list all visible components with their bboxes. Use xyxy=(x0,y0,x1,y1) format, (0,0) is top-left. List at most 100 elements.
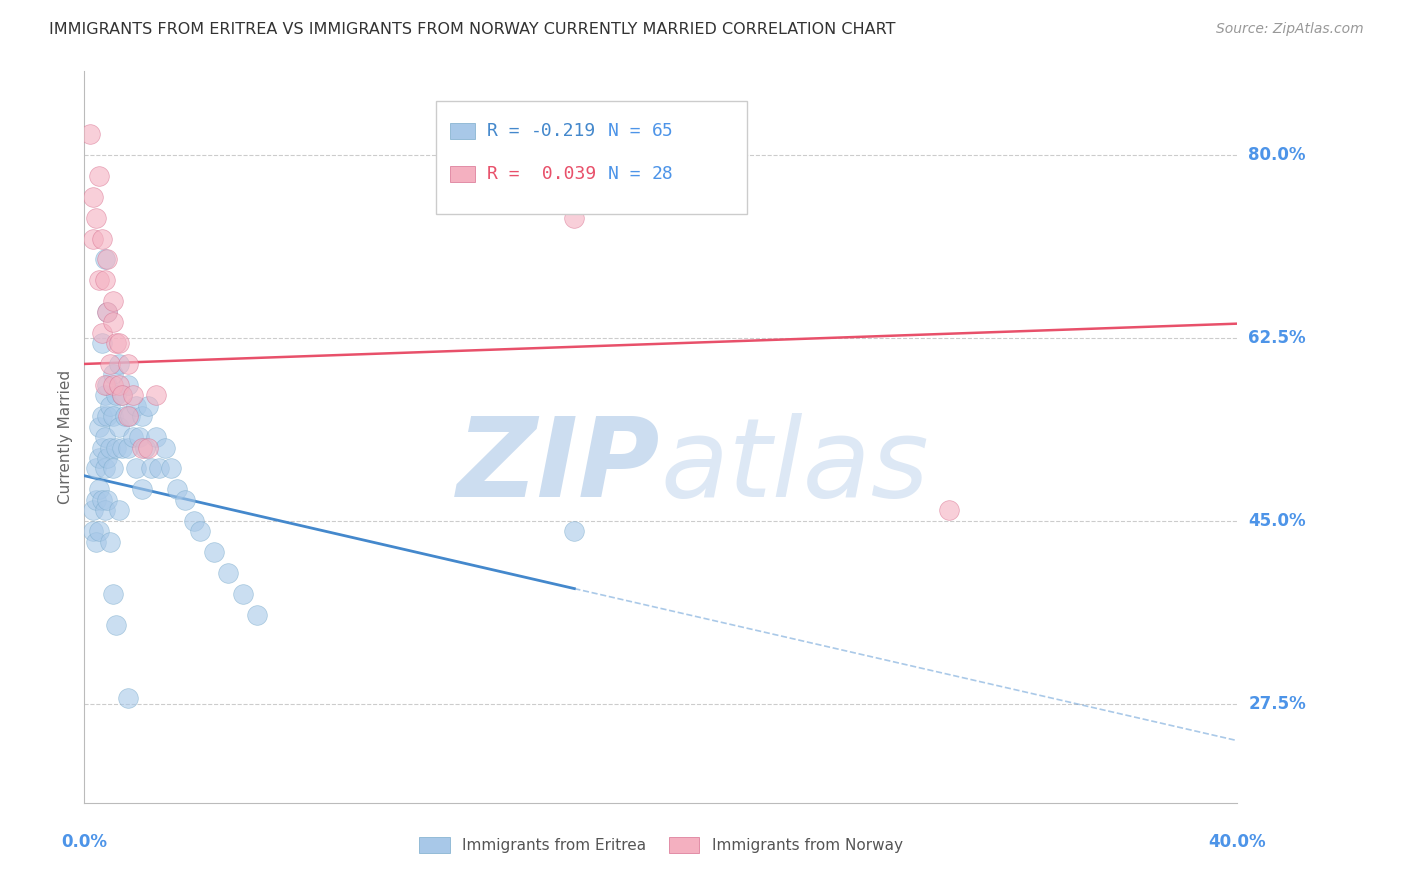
Text: IMMIGRANTS FROM ERITREA VS IMMIGRANTS FROM NORWAY CURRENTLY MARRIED CORRELATION : IMMIGRANTS FROM ERITREA VS IMMIGRANTS FR… xyxy=(49,22,896,37)
Point xyxy=(232,587,254,601)
Point xyxy=(131,483,153,497)
Point xyxy=(148,461,170,475)
Point xyxy=(98,357,121,371)
Point xyxy=(153,441,176,455)
Point xyxy=(93,461,115,475)
Point xyxy=(82,231,104,245)
Point xyxy=(117,441,139,455)
Text: 28: 28 xyxy=(651,165,673,183)
Point xyxy=(174,492,197,507)
Point xyxy=(93,252,115,267)
Point xyxy=(183,514,205,528)
Point xyxy=(90,326,112,340)
Point xyxy=(131,441,153,455)
Point xyxy=(93,377,115,392)
Point xyxy=(82,503,104,517)
Point xyxy=(105,441,128,455)
Point xyxy=(96,304,118,318)
Text: N =: N = xyxy=(607,122,651,140)
Point xyxy=(103,377,124,392)
Point xyxy=(84,211,107,225)
Point xyxy=(117,691,139,706)
Point xyxy=(93,388,115,402)
Point xyxy=(134,441,156,455)
Point xyxy=(108,377,131,392)
Text: R =: R = xyxy=(486,122,530,140)
Point xyxy=(93,273,115,287)
Point xyxy=(98,399,121,413)
Point xyxy=(108,419,131,434)
Point xyxy=(218,566,240,580)
Bar xyxy=(450,123,475,139)
Point xyxy=(564,524,586,538)
Point xyxy=(87,169,110,183)
Point xyxy=(108,503,131,517)
Point xyxy=(117,357,139,371)
Point xyxy=(114,409,136,424)
Point xyxy=(90,231,112,245)
Point xyxy=(564,211,586,225)
Point xyxy=(111,388,134,402)
Point xyxy=(111,441,134,455)
Point xyxy=(90,336,112,351)
Point xyxy=(103,368,124,382)
Point xyxy=(139,461,162,475)
Point xyxy=(117,377,139,392)
Point xyxy=(90,441,112,455)
Text: Source: ZipAtlas.com: Source: ZipAtlas.com xyxy=(1216,22,1364,37)
Point xyxy=(79,127,101,141)
Point xyxy=(938,503,960,517)
Point xyxy=(125,399,148,413)
Text: R =: R = xyxy=(486,165,530,183)
Text: 27.5%: 27.5% xyxy=(1249,695,1306,713)
Text: N =: N = xyxy=(607,165,651,183)
Point xyxy=(122,430,145,444)
Point xyxy=(125,461,148,475)
Point xyxy=(84,461,107,475)
Point xyxy=(82,190,104,204)
Point xyxy=(87,450,110,465)
Text: 40.0%: 40.0% xyxy=(1209,833,1265,851)
Point xyxy=(111,388,134,402)
Point xyxy=(87,524,110,538)
Text: ZIP: ZIP xyxy=(457,413,661,520)
Point xyxy=(131,409,153,424)
Point xyxy=(96,377,118,392)
Bar xyxy=(450,166,475,182)
Point xyxy=(103,409,124,424)
Point xyxy=(103,315,124,329)
Point xyxy=(108,357,131,371)
Text: 45.0%: 45.0% xyxy=(1249,512,1306,530)
Point xyxy=(96,450,118,465)
Point xyxy=(108,336,131,351)
Point xyxy=(87,273,110,287)
Point xyxy=(87,483,110,497)
Point xyxy=(136,399,159,413)
Point xyxy=(122,388,145,402)
Point xyxy=(103,294,124,309)
Point xyxy=(82,524,104,538)
Text: 65: 65 xyxy=(651,122,673,140)
Text: 0.039: 0.039 xyxy=(530,165,596,183)
Point xyxy=(96,252,118,267)
FancyBboxPatch shape xyxy=(436,101,748,214)
Point xyxy=(103,461,124,475)
Point xyxy=(93,503,115,517)
Point xyxy=(117,409,139,424)
Text: 0.0%: 0.0% xyxy=(62,833,107,851)
Point xyxy=(96,492,118,507)
Point xyxy=(105,388,128,402)
Point xyxy=(96,409,118,424)
Point xyxy=(145,388,167,402)
Point xyxy=(93,430,115,444)
Point xyxy=(105,336,128,351)
Point xyxy=(84,492,107,507)
Point xyxy=(145,430,167,444)
Point xyxy=(120,409,142,424)
Point xyxy=(188,524,211,538)
Y-axis label: Currently Married: Currently Married xyxy=(58,370,73,504)
Point xyxy=(246,607,269,622)
Point xyxy=(105,618,128,632)
Point xyxy=(98,441,121,455)
Point xyxy=(98,534,121,549)
